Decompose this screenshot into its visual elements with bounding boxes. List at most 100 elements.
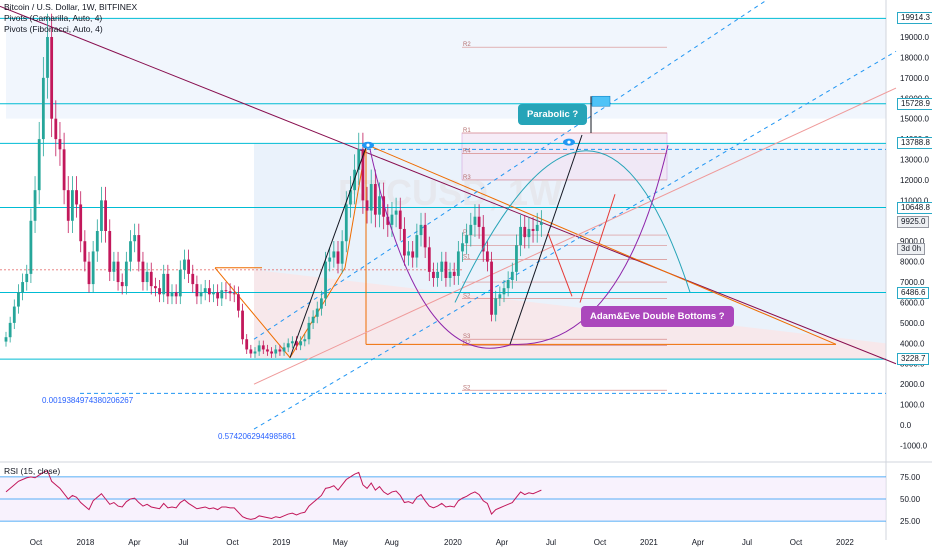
candle-body — [528, 229, 531, 237]
x-tick-label: Oct — [790, 538, 803, 547]
candle-body — [162, 274, 165, 294]
candle-body — [229, 291, 232, 293]
candle-body — [312, 317, 315, 323]
candle-body — [532, 229, 535, 231]
candle-body — [63, 149, 66, 190]
candle-body — [104, 200, 107, 231]
candle-body — [453, 272, 456, 276]
candle-body — [461, 243, 464, 251]
candle-body — [403, 229, 406, 256]
candle-body — [337, 251, 340, 263]
parabolic-callout[interactable]: Parabolic ? — [518, 104, 587, 125]
candle-body — [316, 309, 319, 317]
legend-camarilla: Pivots (Camarilla, Auto, 4) — [4, 13, 137, 24]
candle-body — [436, 272, 439, 278]
x-tick-label: Oct — [594, 538, 607, 547]
x-tick-label: Jul — [546, 538, 556, 547]
candle-body — [38, 139, 41, 190]
candle-body — [200, 292, 203, 296]
eye-pupil-icon — [567, 141, 570, 144]
candle-body — [332, 251, 335, 257]
candle-body — [254, 351, 257, 353]
candle-body — [445, 262, 448, 278]
price-badge: 10648.8 — [897, 202, 932, 214]
candle-body — [166, 274, 169, 296]
price-badge: 3228.7 — [897, 353, 929, 365]
rsi-tick-label: 50.00 — [900, 495, 921, 504]
candle-body — [511, 272, 514, 280]
x-tick-label: 2019 — [273, 538, 291, 547]
candle-body — [237, 294, 240, 310]
candle-body — [370, 184, 373, 211]
candle-body — [146, 272, 149, 282]
flag-icon — [592, 96, 610, 106]
x-tick-label: 2020 — [444, 538, 462, 547]
y-tick-label: 2000.0 — [900, 380, 925, 389]
candle-body — [71, 190, 74, 221]
x-tick-label: Apr — [128, 538, 141, 547]
pivot-label: R1 — [463, 128, 471, 134]
y-tick-label: 1000.0 — [900, 401, 925, 410]
candle-body — [121, 282, 124, 286]
candle-body — [303, 339, 306, 341]
x-tick-label: Apr — [692, 538, 705, 547]
x-tick-label: 2022 — [836, 538, 854, 547]
candle-body — [540, 222, 543, 225]
candle-body — [407, 251, 410, 255]
candle-body — [46, 37, 49, 78]
pivot-label: S1 — [463, 255, 471, 261]
adam-eve-callout[interactable]: Adam&Eve Double Bottoms ? — [581, 306, 734, 327]
candle-body — [395, 211, 398, 215]
candle-body — [478, 217, 481, 227]
candle-body — [175, 292, 178, 296]
candle-body — [108, 231, 111, 272]
candle-body — [171, 292, 174, 296]
price-badge: 19914.3 — [897, 12, 932, 24]
candle-body — [83, 241, 86, 261]
candle-body — [187, 260, 190, 274]
candle-body — [415, 235, 418, 257]
candle-body — [150, 272, 153, 286]
pivot-label: S2 — [463, 293, 471, 299]
x-tick-label: Jul — [742, 538, 752, 547]
candle-body — [270, 351, 273, 353]
legend-symbol: Bitcoin / U.S. Dollar, 1W, BITFINEX — [4, 2, 137, 13]
candle-body — [420, 225, 423, 235]
candle-body — [291, 341, 294, 343]
rsi-tick-label: 75.00 — [900, 473, 921, 482]
candle-body — [440, 262, 443, 272]
x-tick-label: Oct — [30, 538, 43, 547]
candle-body — [486, 251, 489, 261]
candle-body — [320, 298, 323, 308]
candle-body — [345, 204, 348, 241]
price-badge: 9925.0 — [897, 216, 929, 228]
candle-body — [17, 292, 20, 306]
candle-body — [158, 288, 161, 294]
candle-body — [515, 245, 518, 272]
candle-body — [142, 262, 145, 282]
candle-body — [220, 290, 223, 298]
pivot-label: S2 — [463, 385, 471, 391]
candle-body — [274, 349, 277, 353]
candle-body — [129, 241, 132, 261]
candle-body — [42, 78, 45, 139]
candle-body — [328, 258, 331, 262]
candle-body — [21, 282, 24, 292]
candle-body — [225, 290, 228, 291]
rsi-legend: RSI (15, close) — [4, 466, 60, 477]
candle-body — [490, 262, 493, 315]
candle-body — [424, 225, 427, 247]
y-tick-label: 6000.0 — [900, 298, 925, 307]
y-tick-label: 17000.0 — [900, 74, 929, 83]
candle-body — [266, 349, 269, 351]
candle-body — [96, 231, 99, 251]
pivot-label: S3 — [463, 334, 471, 340]
candle-body — [308, 323, 311, 339]
y-tick-label: 0.0 — [900, 421, 912, 430]
candle-body — [432, 272, 435, 278]
candle-body — [191, 274, 194, 284]
y-tick-label: 4000.0 — [900, 339, 925, 348]
candle-body — [137, 235, 140, 262]
candle-body — [183, 260, 186, 270]
